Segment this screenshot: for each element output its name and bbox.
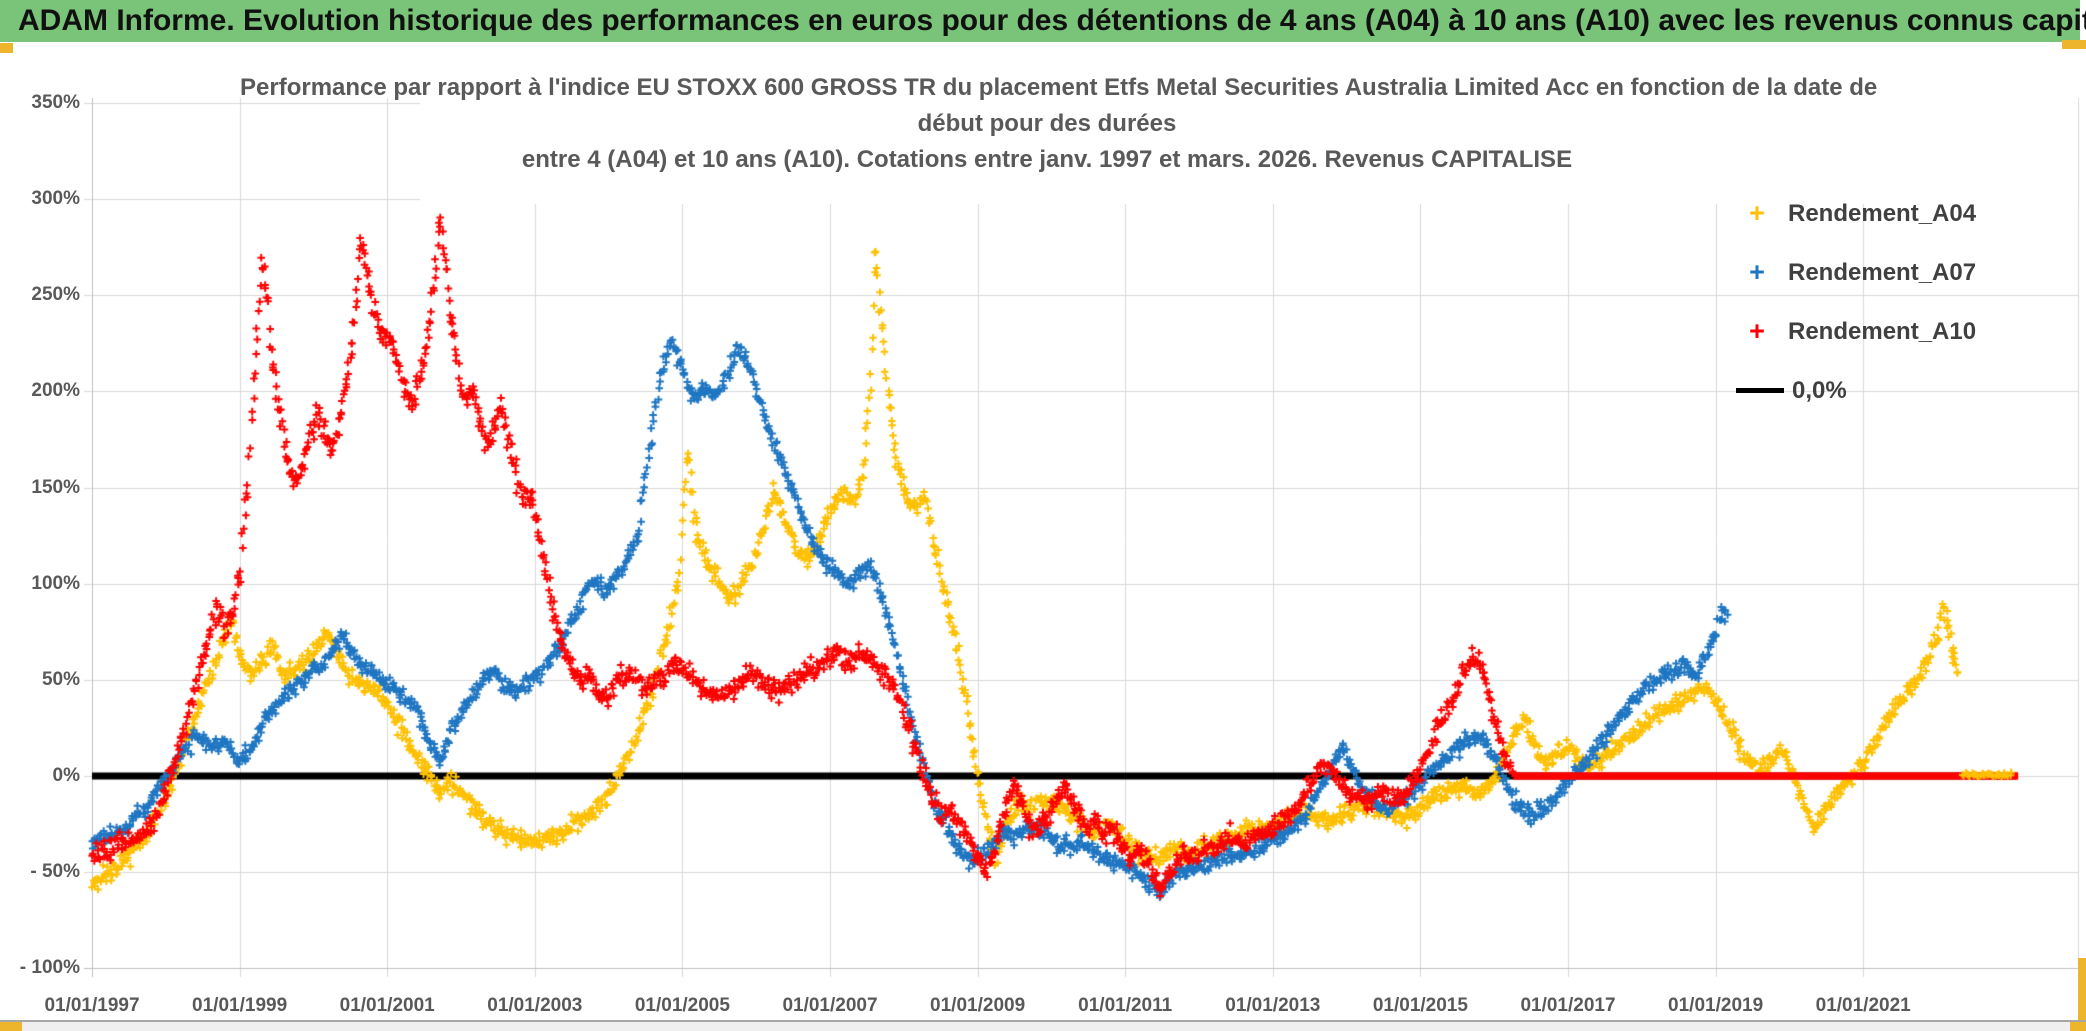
x-axis-tick-label: 01/01/2017 xyxy=(1520,995,1616,1016)
worksheet-bottom-strip xyxy=(0,1020,2086,1031)
x-axis-tick-label: 01/01/1999 xyxy=(192,995,288,1016)
x-axis-tick-label: 01/01/2019 xyxy=(1668,995,1764,1016)
chart-legend: + Rendement_A04 + Rendement_A07 + Rendement_A… xyxy=(1726,184,2066,420)
x-axis-tick-label: 01/01/2009 xyxy=(930,995,1026,1016)
x-axis-tick-label: 01/01/2013 xyxy=(1225,995,1321,1016)
y-axis-tick-label: 0% xyxy=(52,765,80,786)
x-axis-tick-label: 01/01/2005 xyxy=(634,995,730,1016)
x-axis-tick-label: 01/01/2011 xyxy=(1078,995,1173,1016)
y-axis-tick-label: 300% xyxy=(31,188,80,210)
x-axis-tick-label: 01/01/2015 xyxy=(1372,995,1468,1016)
chart-title-line-1: Performance par rapport à l'indice EU ST… xyxy=(240,74,1878,101)
chart-title: Performance par rapport à l'indice EU ST… xyxy=(240,70,1878,178)
legend-label: Rendement_A04 xyxy=(1788,199,1977,227)
x-axis-tick-label: 01/01/2021 xyxy=(1815,995,1911,1016)
y-axis-tick-label: 100% xyxy=(31,572,80,594)
gold-accent-right-edge xyxy=(2078,958,2086,1031)
y-axis-tick-label: 150% xyxy=(31,476,80,498)
gold-accent-bottom-right xyxy=(2070,1022,2086,1031)
legend-entry-0-0-[interactable]: 0,0% xyxy=(1726,361,2066,420)
gold-accent-top-right xyxy=(2062,40,2086,49)
legend-label: Rendement_A07 xyxy=(1788,258,1977,286)
y-axis-tick-label: - 100% xyxy=(19,957,80,979)
x-axis-tick-label: 01/01/2007 xyxy=(782,995,878,1016)
legend-label: Rendement_A10 xyxy=(1788,317,1977,345)
gold-accent-bottom-left xyxy=(0,1022,22,1031)
x-axis-tick-label: 01/01/2001 xyxy=(339,995,435,1016)
y-axis-tick-label: 200% xyxy=(31,380,80,402)
y-axis-tick-label: 50% xyxy=(41,668,80,690)
y-axis-tick-label: 350% xyxy=(31,91,80,113)
legend-entry-rendement-a04[interactable]: + Rendement_A04 xyxy=(1726,184,2066,243)
gold-accent-top-left xyxy=(0,43,13,53)
legend-label: 0,0% xyxy=(1792,376,1847,404)
legend-line-swatch xyxy=(1736,388,1784,393)
header-title: ADAM Informe. Evolution historique des p… xyxy=(18,4,2086,37)
y-axis-tick-label: - 50% xyxy=(30,861,80,883)
x-axis-tick-label: 01/01/1997 xyxy=(44,995,140,1016)
legend-entry-rendement-a10[interactable]: + Rendement_A10 xyxy=(1726,302,2066,361)
chart-title-line-2: début pour des durées xyxy=(917,110,1177,137)
legend-entry-rendement-a07[interactable]: + Rendement_A07 xyxy=(1726,243,2066,302)
legend-plus-marker-icon: + xyxy=(1749,198,1765,228)
header-banner: ADAM Informe. Evolution historique des p… xyxy=(0,0,2086,44)
chart-title-line-3: entre 4 (A04) et 10 ans (A10). Cotations… xyxy=(521,146,1573,173)
x-axis-tick-label: 01/01/2003 xyxy=(487,995,583,1016)
legend-plus-marker-icon: + xyxy=(1749,316,1765,346)
y-axis-tick-label: 250% xyxy=(31,284,80,306)
legend-plus-marker-icon: + xyxy=(1749,257,1765,287)
chart-title-background xyxy=(420,54,2078,204)
